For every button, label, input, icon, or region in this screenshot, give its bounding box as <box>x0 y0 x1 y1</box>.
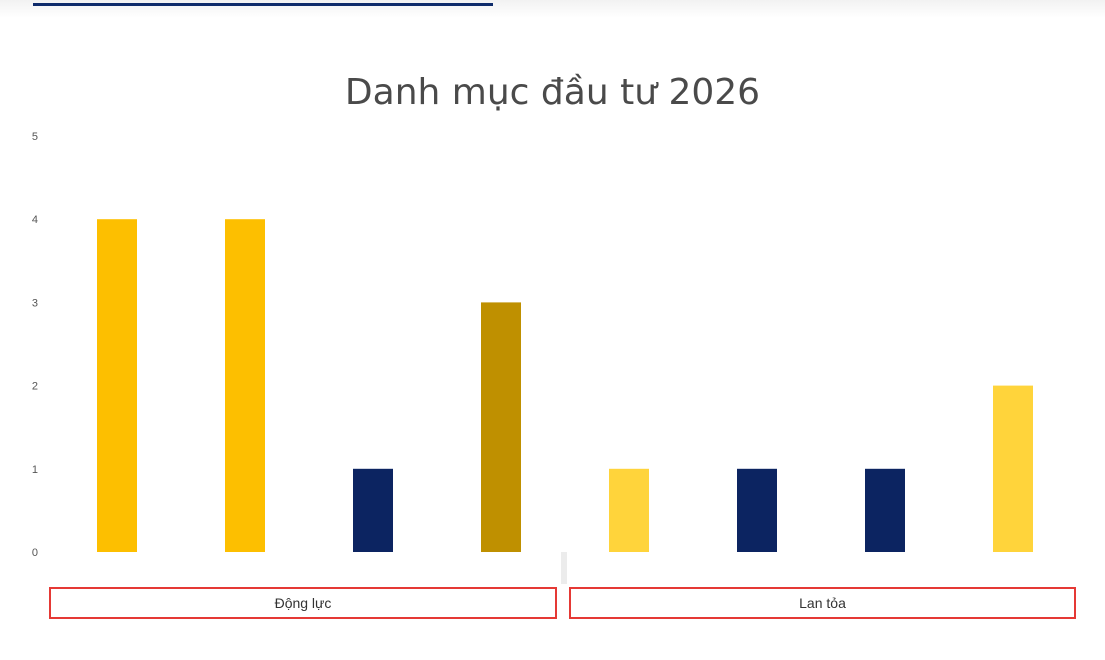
y-tick-label: 3 <box>32 297 38 309</box>
group-label-lan-toa[interactable]: Lan tỏa <box>569 587 1076 619</box>
active-tab-indicator <box>33 3 493 6</box>
bar[interactable] <box>737 468 777 552</box>
y-tick-label: 4 <box>32 214 38 226</box>
y-tick-label: 0 <box>32 547 38 559</box>
bar[interactable] <box>609 468 649 552</box>
y-tick-label: 5 <box>32 131 38 143</box>
y-tick-label: 1 <box>32 464 38 476</box>
bar[interactable] <box>993 385 1033 552</box>
chart-title: Danh mục đầu tư 2026 <box>344 72 761 113</box>
bar[interactable] <box>97 219 137 552</box>
bar[interactable] <box>225 219 265 552</box>
bar[interactable] <box>481 302 521 552</box>
y-tick-label: 2 <box>32 381 38 393</box>
group-label-dong-luc[interactable]: Động lực <box>49 587 557 619</box>
bar[interactable] <box>865 468 905 552</box>
bar[interactable] <box>353 468 393 552</box>
group-divider <box>561 552 567 584</box>
